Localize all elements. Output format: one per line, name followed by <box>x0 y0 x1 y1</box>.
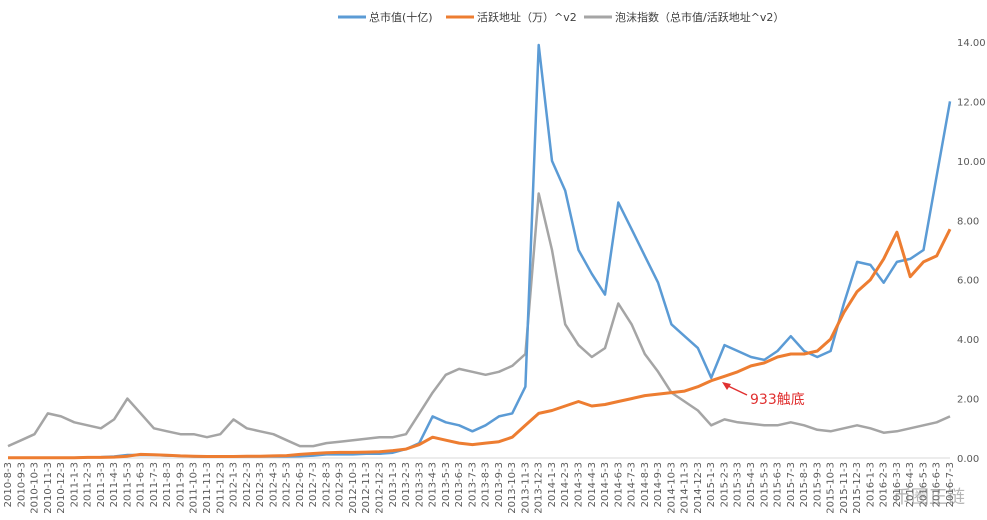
x-tick-label: 2016-4-3 <box>905 462 916 507</box>
annotation-arrow-line <box>725 384 748 396</box>
x-tick-label: 2015-8-3 <box>799 462 810 507</box>
x-tick-label: 2016-7-3 <box>945 462 956 507</box>
x-tick-label: 2012-5-3 <box>282 462 293 507</box>
x-tick-label: 2012-11-3 <box>361 462 372 514</box>
x-tick-label: 2013-1-3 <box>388 462 399 507</box>
x-tick-label: 2013-12-3 <box>534 462 545 514</box>
x-tick-label: 2011-10-3 <box>189 462 200 514</box>
annotation-text: 933触底 <box>750 392 805 408</box>
x-tick-label: 2011-12-3 <box>215 462 226 514</box>
series-line-2 <box>7 192 951 448</box>
x-tick-label: 2012-3-3 <box>255 462 266 507</box>
x-tick-label: 2011-6-3 <box>136 462 147 507</box>
y-tick-label: 10.00 <box>957 157 986 168</box>
x-tick-label: 2011-2-3 <box>83 462 94 507</box>
series-line-1 <box>8 228 952 460</box>
x-tick-label: 2014-3-3 <box>574 462 585 507</box>
x-tick-label: 2013-2-3 <box>401 462 412 507</box>
legend-label: 泡沫指数（总市值/活跃地址^v2） <box>615 10 784 24</box>
x-tick-label: 2011-5-3 <box>122 462 133 507</box>
x-tick-label: 2011-4-3 <box>109 462 120 507</box>
x-tick-label: 2015-7-3 <box>786 462 797 507</box>
x-tick-label: 2016-6-3 <box>932 462 943 507</box>
x-tick-label: 2011-1-3 <box>69 462 80 507</box>
x-tick-label: 2015-5-3 <box>759 462 770 507</box>
x-tick-label: 2014-5-3 <box>600 462 611 507</box>
x-tick-label: 2014-2-3 <box>560 462 571 507</box>
x-tick-label: 2013-7-3 <box>467 462 478 507</box>
x-tick-label: 2011-7-3 <box>149 462 160 507</box>
x-tick-label: 2012-12-3 <box>374 462 385 514</box>
x-tick-label: 2011-3-3 <box>96 462 107 507</box>
x-tick-label: 2015-2-3 <box>719 462 730 507</box>
x-tick-label: 2010-9-3 <box>16 462 27 507</box>
y-tick-label: 12.00 <box>957 97 986 108</box>
y-axis: 0.00 2.00 4.00 6.00 8.00 10.00 12.00 14.00 <box>957 38 986 465</box>
legend-label: 活跃地址（万）^v2 <box>477 10 577 24</box>
x-tick-label: 2010-12-3 <box>56 462 67 514</box>
x-tick-label: 2014-1-3 <box>547 462 558 507</box>
x-tick-label: 2016-1-3 <box>865 462 876 507</box>
x-tick-label: 2012-9-3 <box>335 462 346 507</box>
x-tick-label: 2013-6-3 <box>454 462 465 507</box>
x-tick-label: 2013-3-3 <box>414 462 425 507</box>
legend: 总市值(十亿) 活跃地址（万）^v2 泡沫指数（总市值/活跃地址^v2） <box>338 10 784 24</box>
y-tick-label: 8.00 <box>957 216 979 227</box>
annotation: 933触底 <box>722 382 805 408</box>
x-tick-label: 2013-4-3 <box>428 462 439 507</box>
y-tick-label: 6.00 <box>957 276 979 287</box>
x-tick-label: 2014-12-3 <box>693 462 704 514</box>
x-tick-label: 2013-5-3 <box>441 462 452 507</box>
x-tick-label: 2014-7-3 <box>627 462 638 507</box>
x-tick-label: 2015-10-3 <box>826 462 837 514</box>
x-tick-label: 2015-9-3 <box>812 462 823 507</box>
x-tick-label: 2013-8-3 <box>481 462 492 507</box>
x-tick-label: 2015-3-3 <box>733 462 744 507</box>
series-line-0 <box>8 43 952 459</box>
x-tick-label: 2012-1-3 <box>229 462 240 507</box>
x-tick-label: 2014-9-3 <box>653 462 664 507</box>
x-tick-label: 2015-4-3 <box>746 462 757 507</box>
x-tick-label: 2011-9-3 <box>175 462 186 507</box>
x-tick-label: 2015-12-3 <box>852 462 863 514</box>
x-tick-label: 2016-3-3 <box>892 462 903 507</box>
x-tick-label: 2010-10-3 <box>30 462 41 514</box>
y-tick-label: 14.00 <box>957 38 986 49</box>
y-tick-label: 2.00 <box>957 395 979 406</box>
x-tick-label: 2011-8-3 <box>162 462 173 507</box>
x-tick-label: 2014-4-3 <box>587 462 598 507</box>
x-tick-label: 2013-11-3 <box>520 462 531 514</box>
x-tick-label: 2010-8-3 <box>3 462 14 507</box>
x-tick-label: 2015-11-3 <box>839 462 850 514</box>
x-tick-label: 2014-11-3 <box>680 462 691 514</box>
x-tick-label: 2015-1-3 <box>706 462 717 507</box>
legend-label: 总市值(十亿) <box>369 10 433 24</box>
x-tick-label: 2013-10-3 <box>507 462 518 514</box>
x-tick-label: 2011-11-3 <box>202 462 213 514</box>
x-tick-label: 2014-8-3 <box>640 462 651 507</box>
x-tick-label: 2012-4-3 <box>268 462 279 507</box>
x-tick-label: 2012-7-3 <box>308 462 319 507</box>
x-tick-label: 2010-11-3 <box>43 462 54 514</box>
x-tick-label: 2016-5-3 <box>918 462 929 507</box>
y-tick-label: 4.00 <box>957 335 979 346</box>
plot-area <box>7 43 952 460</box>
x-tick-label: 2012-8-3 <box>321 462 332 507</box>
x-tick-label: 2013-9-3 <box>494 462 505 507</box>
y-tick-label: 0.00 <box>957 454 979 465</box>
x-tick-label: 2015-6-3 <box>773 462 784 507</box>
x-tick-label: 2012-10-3 <box>348 462 359 514</box>
watermark: 币圈正链 <box>893 487 965 508</box>
x-tick-label: 2014-6-3 <box>613 462 624 507</box>
x-tick-label: 2014-10-3 <box>666 462 677 514</box>
x-tick-label: 2016-2-3 <box>879 462 890 507</box>
x-axis: 2010-8-3 2010-9-3 2010-10-3 2010-11-3 2010-1… <box>3 457 956 514</box>
x-tick-label: 2012-6-3 <box>295 462 306 507</box>
annotation-arrow-head <box>722 382 731 390</box>
x-tick-label: 2012-2-3 <box>242 462 253 507</box>
